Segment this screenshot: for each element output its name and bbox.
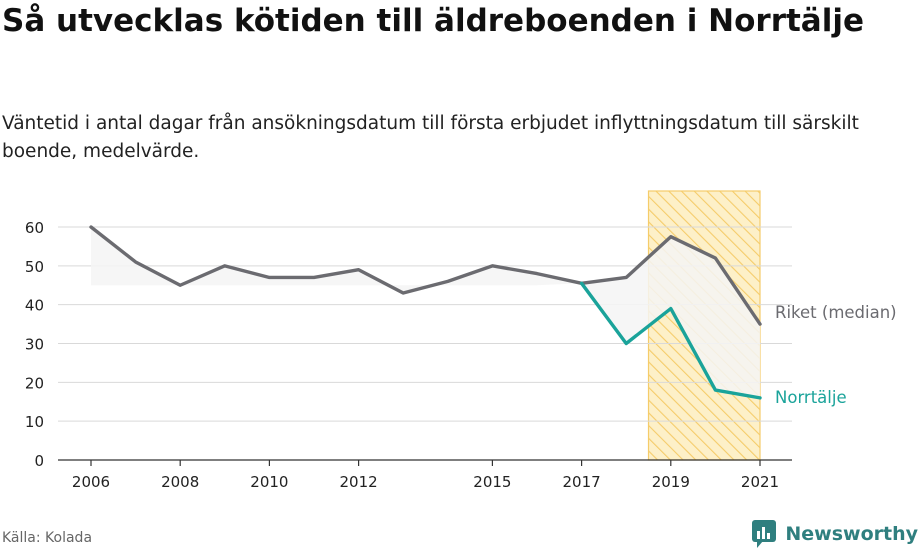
series-label-riket: Riket (median) <box>775 303 897 322</box>
x-tick-label: 2008 <box>161 473 199 491</box>
newsworthy-logo: Newsworthy <box>751 519 918 549</box>
x-tick-label: 2019 <box>652 473 690 491</box>
line-chart: 0 10 20 30 40 50 60 2006 2008 2010 2012 2015 2017 20… <box>25 190 897 491</box>
x-tick-label: 2015 <box>473 473 511 491</box>
y-tick-label: 30 <box>25 336 44 354</box>
y-tick-label: 60 <box>25 219 44 237</box>
series-line-riket <box>89 225 762 326</box>
chart-title: Så utvecklas kötiden till äldreboenden i… <box>2 3 864 39</box>
x-tick-label: 2017 <box>563 473 601 491</box>
x-tick-label: 2010 <box>250 473 288 491</box>
y-tick-label: 0 <box>34 452 44 470</box>
source-note: Källa: Kolada <box>2 530 93 546</box>
x-tick-label: 2021 <box>741 473 779 491</box>
y-tick-label: 10 <box>25 413 44 431</box>
y-tick-label: 20 <box>25 374 44 392</box>
chart-subtitle: Väntetid i antal dagar från ansökningsda… <box>2 113 859 162</box>
y-tick-label: 50 <box>25 258 44 276</box>
x-tick-label: 2006 <box>72 473 110 491</box>
y-tick-label: 40 <box>25 297 44 315</box>
x-tick-label: 2012 <box>340 473 378 491</box>
series-label-norrtalje: Norrtälje <box>775 388 847 407</box>
range-band <box>91 227 760 398</box>
newsworthy-logo-icon <box>752 520 777 548</box>
series-line-norrtalje <box>579 281 762 400</box>
brand-name: Newsworthy <box>785 523 918 545</box>
